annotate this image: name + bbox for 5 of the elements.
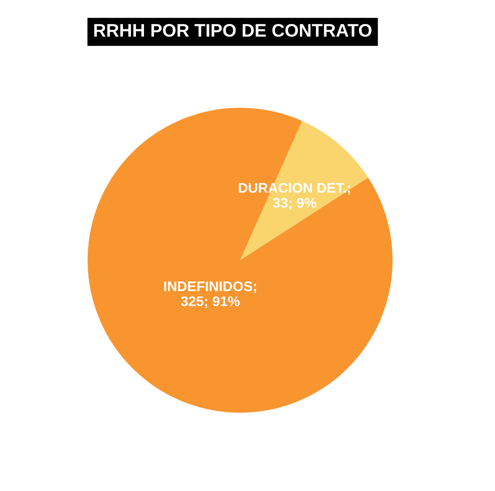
- slice-label: DURACION DET.; 33; 9%: [238, 182, 350, 210]
- pie-slice: [240, 120, 368, 260]
- slice-label: INDEFINIDOS; 325; 91%: [164, 281, 256, 308]
- chart-title: RRHH POR TIPO DE CONTRATO: [94, 24, 372, 37]
- pie-slice: [88, 108, 393, 413]
